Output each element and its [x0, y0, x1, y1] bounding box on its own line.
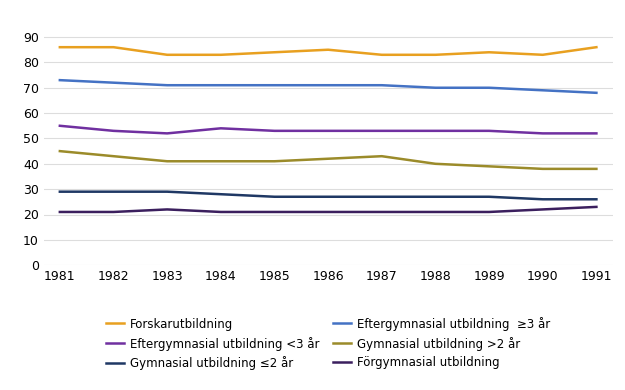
- Gymnasial utbildning ≤2 år: [110, 189, 118, 194]
- Forskarutbildning: [217, 52, 224, 57]
- Forskarutbildning: [271, 50, 278, 55]
- Förgymnasial utbildning: [486, 209, 493, 214]
- Eftergymnasial utbildning  ≥3 år: [56, 78, 64, 82]
- Gymnasial utbildning ≤2 år: [324, 194, 332, 199]
- Gymnasial utbildning ≤2 år: [378, 194, 386, 199]
- Gymnasial utbildning >2 år: [163, 159, 171, 164]
- Line: Gymnasial utbildning >2 år: Gymnasial utbildning >2 år: [60, 151, 596, 169]
- Gymnasial utbildning ≤2 år: [486, 194, 493, 199]
- Gymnasial utbildning ≤2 år: [592, 197, 600, 202]
- Forskarutbildning: [56, 45, 64, 50]
- Eftergymnasial utbildning <3 år: [217, 126, 224, 131]
- Forskarutbildning: [539, 52, 546, 57]
- Förgymnasial utbildning: [163, 207, 171, 212]
- Gymnasial utbildning >2 år: [324, 156, 332, 161]
- Eftergymnasial utbildning <3 år: [539, 131, 546, 136]
- Förgymnasial utbildning: [110, 209, 118, 214]
- Eftergymnasial utbildning <3 år: [486, 128, 493, 133]
- Förgymnasial utbildning: [378, 209, 386, 214]
- Gymnasial utbildning ≤2 år: [271, 194, 278, 199]
- Eftergymnasial utbildning  ≥3 år: [592, 90, 600, 95]
- Line: Forskarutbildning: Forskarutbildning: [60, 47, 596, 55]
- Förgymnasial utbildning: [592, 204, 600, 209]
- Eftergymnasial utbildning  ≥3 år: [324, 83, 332, 87]
- Line: Förgymnasial utbildning: Förgymnasial utbildning: [60, 207, 596, 212]
- Forskarutbildning: [110, 45, 118, 50]
- Line: Eftergymnasial utbildning  ≥3 år: Eftergymnasial utbildning ≥3 år: [60, 80, 596, 93]
- Eftergymnasial utbildning <3 år: [163, 131, 171, 136]
- Förgymnasial utbildning: [539, 207, 546, 212]
- Forskarutbildning: [163, 52, 171, 57]
- Eftergymnasial utbildning  ≥3 år: [163, 83, 171, 87]
- Förgymnasial utbildning: [271, 209, 278, 214]
- Gymnasial utbildning >2 år: [486, 164, 493, 168]
- Gymnasial utbildning ≤2 år: [539, 197, 546, 202]
- Gymnasial utbildning ≤2 år: [163, 189, 171, 194]
- Eftergymnasial utbildning  ≥3 år: [486, 85, 493, 90]
- Gymnasial utbildning >2 år: [539, 167, 546, 171]
- Eftergymnasial utbildning  ≥3 år: [217, 83, 224, 87]
- Eftergymnasial utbildning <3 år: [378, 128, 386, 133]
- Forskarutbildning: [324, 47, 332, 52]
- Gymnasial utbildning >2 år: [378, 154, 386, 158]
- Gymnasial utbildning >2 år: [110, 154, 118, 158]
- Eftergymnasial utbildning <3 år: [110, 128, 118, 133]
- Eftergymnasial utbildning  ≥3 år: [271, 83, 278, 87]
- Förgymnasial utbildning: [56, 209, 64, 214]
- Gymnasial utbildning >2 år: [217, 159, 224, 164]
- Förgymnasial utbildning: [324, 209, 332, 214]
- Line: Eftergymnasial utbildning <3 år: Eftergymnasial utbildning <3 år: [60, 126, 596, 133]
- Eftergymnasial utbildning  ≥3 år: [378, 83, 386, 87]
- Forskarutbildning: [592, 45, 600, 50]
- Eftergymnasial utbildning <3 år: [432, 128, 439, 133]
- Eftergymnasial utbildning <3 år: [56, 123, 64, 128]
- Förgymnasial utbildning: [217, 209, 224, 214]
- Gymnasial utbildning >2 år: [271, 159, 278, 164]
- Line: Gymnasial utbildning ≤2 år: Gymnasial utbildning ≤2 år: [60, 191, 596, 199]
- Eftergymnasial utbildning <3 år: [324, 128, 332, 133]
- Gymnasial utbildning >2 år: [56, 149, 64, 153]
- Gymnasial utbildning >2 år: [592, 167, 600, 171]
- Eftergymnasial utbildning  ≥3 år: [432, 85, 439, 90]
- Gymnasial utbildning ≤2 år: [217, 192, 224, 197]
- Gymnasial utbildning ≤2 år: [432, 194, 439, 199]
- Gymnasial utbildning ≤2 år: [56, 189, 64, 194]
- Förgymnasial utbildning: [432, 209, 439, 214]
- Eftergymnasial utbildning  ≥3 år: [539, 88, 546, 92]
- Eftergymnasial utbildning <3 år: [592, 131, 600, 136]
- Gymnasial utbildning >2 år: [432, 161, 439, 166]
- Eftergymnasial utbildning <3 år: [271, 128, 278, 133]
- Legend: Forskarutbildning, Eftergymnasial utbildning <3 år, Gymnasial utbildning ≤2 år, : Forskarutbildning, Eftergymnasial utbild…: [106, 317, 550, 370]
- Forskarutbildning: [432, 52, 439, 57]
- Forskarutbildning: [378, 52, 386, 57]
- Eftergymnasial utbildning  ≥3 år: [110, 80, 118, 85]
- Forskarutbildning: [486, 50, 493, 55]
